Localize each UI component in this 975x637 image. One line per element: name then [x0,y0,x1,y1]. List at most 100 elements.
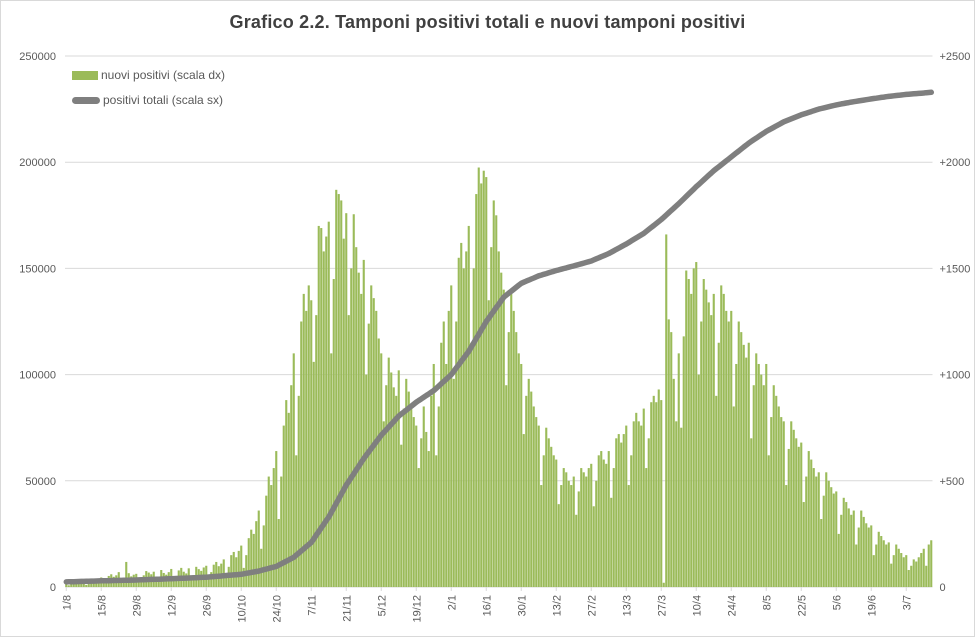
right-axis-label: +2500 [940,51,971,63]
bar [527,378,530,587]
bar [887,542,890,587]
bar [295,455,298,587]
bar [257,510,260,587]
bar [420,438,423,587]
bar [602,459,605,587]
bar [687,279,690,587]
bar [520,363,523,587]
bar [892,555,895,587]
bar [230,555,233,587]
x-axis-label: 3/7 [901,595,913,610]
bar [722,293,725,587]
bar [192,575,195,587]
bar [765,363,768,587]
bar [640,425,643,587]
left-axis-label: 200000 [19,157,56,169]
bar [850,514,853,587]
bar [435,455,438,587]
bar [447,310,450,587]
bar [615,438,618,587]
bar [470,342,473,587]
bar [262,525,265,587]
bar [670,332,673,587]
bar [457,257,460,587]
bar [392,387,395,587]
bar [677,353,680,587]
x-axis-label: 8/5 [761,595,773,610]
bar [430,395,433,587]
right-axis-label: +1500 [940,263,971,275]
bar [817,472,820,587]
bar [732,406,735,587]
bar [590,463,593,587]
bar [785,485,788,587]
bar [290,385,293,587]
x-axis-label: 7/11 [306,595,318,616]
bar [280,476,283,587]
bar [810,459,813,587]
bar [375,310,378,587]
bar [455,321,458,587]
bar [377,338,380,587]
bar [697,374,700,587]
bar [800,442,803,587]
bar [450,285,453,587]
bar [790,421,793,587]
bar [852,510,855,587]
bar [597,455,600,587]
bar [157,577,160,587]
bar [922,548,925,587]
bar [865,523,868,587]
bar [682,336,685,587]
bar [307,285,310,587]
bar [907,570,910,587]
bar [747,342,750,587]
bar [625,425,628,587]
bar [87,584,90,587]
left-axis-label: 250000 [19,51,56,63]
bar [552,455,555,587]
left-axis-label: 100000 [19,370,56,382]
bar [507,332,510,587]
x-axis-label: 1/8 [61,595,73,610]
bar [880,536,883,587]
bar [912,559,915,587]
bar [902,557,905,587]
bar [927,544,930,587]
bar [570,485,573,587]
bar [120,580,123,587]
bar [390,372,393,587]
bar [642,408,645,587]
bar [755,353,758,587]
bar [512,310,515,587]
bar [440,342,443,587]
bar [845,502,848,587]
bar [720,285,723,587]
bar [355,247,358,587]
bar [857,527,860,587]
legend-item-nuovi-positivi: nuovi positivi (scala dx) [72,68,225,82]
bar [515,332,518,587]
bar [547,438,550,587]
bar [832,493,835,587]
bar [742,344,745,587]
x-axis-label: 24/4 [726,595,738,616]
bar [255,521,258,587]
bar [522,434,525,587]
bar [207,577,210,587]
bar [277,519,280,587]
bar [695,262,698,587]
bar [652,395,655,587]
bar [487,300,490,587]
bar [480,183,483,587]
bar [337,194,340,587]
bar [495,215,498,588]
bar [617,434,620,587]
x-axis-label: 24/10 [271,595,283,623]
bar [762,385,765,587]
bar [530,391,533,587]
bar [757,363,760,587]
bar [340,200,343,587]
bar [827,480,830,587]
